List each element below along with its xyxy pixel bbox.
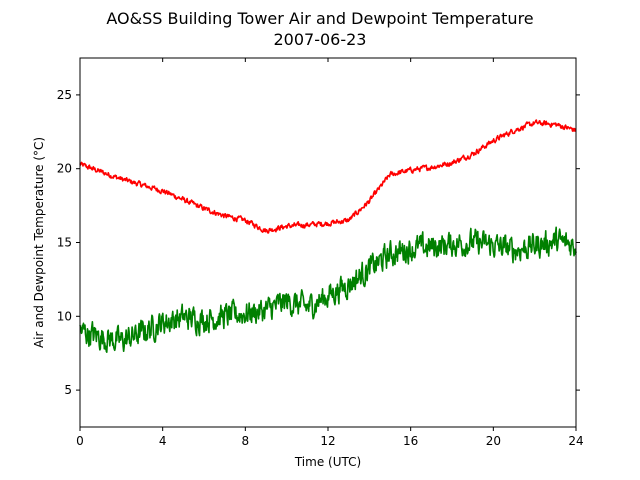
y-tick-label: 15 — [57, 236, 72, 250]
x-tick-label: 4 — [159, 434, 167, 448]
chart-title: AO&SS Building Tower Air and Dewpoint Te… — [106, 9, 533, 28]
series-layer — [79, 119, 577, 354]
x-tick-label: 12 — [320, 434, 335, 448]
x-tick-label: 16 — [403, 434, 418, 448]
air-temperature-line — [79, 119, 577, 234]
x-tick-label: 20 — [486, 434, 501, 448]
y-tick-label: 20 — [57, 162, 72, 176]
y-tick-label: 10 — [57, 309, 72, 323]
ticks-layer: 0 4 8 12 16 20 24 5 10 15 20 25 — [57, 58, 584, 448]
x-tick-label: 8 — [242, 434, 250, 448]
y-tick-label: 25 — [57, 88, 72, 102]
x-tick-label: 0 — [76, 434, 84, 448]
x-axis-label: Time (UTC) — [294, 455, 361, 469]
y-axis-label: Air and Dewpoint Temperature (°C) — [32, 137, 46, 348]
y-tick-label: 5 — [64, 383, 72, 397]
dewpoint-temperature-line — [79, 226, 577, 354]
x-tick-label: 24 — [568, 434, 583, 448]
chart-subtitle: 2007-06-23 — [274, 30, 367, 49]
